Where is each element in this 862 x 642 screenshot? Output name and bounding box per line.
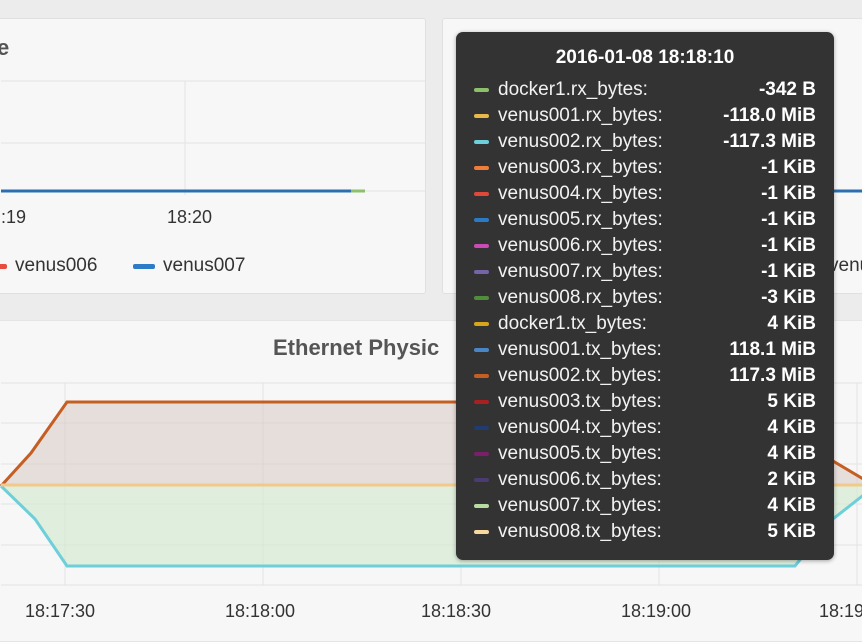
series-color-swatch [474, 530, 489, 534]
series-value: 117.3 MiB [729, 365, 816, 386]
series-color-swatch [474, 244, 489, 248]
series-value: -342 B [758, 79, 816, 100]
x-tick-label: 18:17:30 [25, 601, 96, 621]
tooltip-row: docker1.rx_bytes: -342 B [474, 77, 816, 103]
tooltip-timestamp: 2016-01-08 18:18:10 [555, 47, 735, 68]
legend-item-venus007[interactable]: venus007 [133, 255, 245, 277]
series-name: venus003.tx_bytes: [498, 391, 662, 412]
series-line-venus002-rx [0, 484, 862, 568]
series-color-swatch [474, 140, 489, 144]
top-left-chart-plot [1, 80, 425, 195]
series-name: venus004.rx_bytes: [498, 183, 663, 204]
series-color-swatch [474, 218, 489, 222]
top-left-chart-panel: e :19 18:20 venus006 venus007 [0, 18, 426, 294]
series-value: -117.3 MiB [723, 131, 816, 152]
tooltip-row: docker1.tx_bytes: 4 KiB [474, 311, 816, 337]
series-color-swatch [474, 166, 489, 170]
series-value: -1 KiB [761, 183, 816, 204]
series-name: venus002.tx_bytes: [498, 365, 662, 386]
x-tick-label: :19 [1, 207, 27, 227]
series-name: venus006.tx_bytes: [498, 469, 662, 490]
series-name: venus002.rx_bytes: [498, 131, 663, 152]
series-name: venus001.tx_bytes: [498, 339, 662, 360]
series-name: venus004.tx_bytes: [498, 417, 662, 438]
series-name: venus006.rx_bytes: [498, 235, 663, 256]
series-color-swatch [474, 322, 489, 326]
legend-swatch [0, 263, 7, 269]
tooltip-row: venus002.rx_bytes: -117.3 MiB [474, 129, 816, 155]
series-value: 4 KiB [767, 313, 816, 334]
chart-tooltip: 2016-01-08 18:18:10 docker1.rx_bytes: -34… [456, 32, 834, 560]
series-color-swatch [474, 426, 489, 430]
legend-item-venus006[interactable]: venus006 [0, 255, 97, 277]
series-color-swatch [474, 296, 489, 300]
series-value: -3 KiB [761, 287, 816, 308]
series-value: -1 KiB [761, 235, 816, 256]
series-value: 4 KiB [767, 495, 816, 516]
series-color-swatch [474, 192, 489, 196]
legend-label: venus006 [15, 255, 98, 276]
series-line-venus002-tx [0, 400, 862, 488]
tooltip-row: venus001.tx_bytes: 118.1 MiB [474, 337, 816, 363]
series-value: -1 KiB [761, 261, 816, 282]
series-color-swatch [474, 400, 489, 404]
tooltip-row: venus006.tx_bytes: 2 KiB [474, 467, 816, 493]
tooltip-row: venus006.rx_bytes: -1 KiB [474, 233, 816, 259]
tooltip-row: venus007.rx_bytes: -1 KiB [474, 259, 816, 285]
series-name: venus005.rx_bytes: [498, 209, 663, 230]
legend-label-fragment[interactable]: venu [829, 255, 862, 276]
x-tick-label: 18:18:00 [225, 601, 296, 621]
series-value: -1 KiB [761, 209, 816, 230]
tooltip-row: venus001.rx_bytes: -118.0 MiB [474, 103, 816, 129]
series-value: 2 KiB [767, 469, 816, 490]
x-tick-label: 18:18:30 [421, 601, 492, 621]
legend-swatch [133, 263, 155, 269]
series-name: venus003.rx_bytes: [498, 157, 663, 178]
legend-label: venus007 [163, 255, 246, 276]
tooltip-row: venus004.tx_bytes: 4 KiB [474, 415, 816, 441]
tooltip-row: venus008.rx_bytes: -3 KiB [474, 285, 816, 311]
series-value: -1 KiB [761, 157, 816, 178]
series-color-swatch [474, 452, 489, 456]
tooltip-row: venus005.tx_bytes: 4 KiB [474, 441, 816, 467]
series-color-swatch [474, 374, 489, 378]
series-name: venus001.rx_bytes: [498, 105, 663, 126]
series-color-swatch [474, 88, 489, 92]
tooltip-row: venus003.tx_bytes: 5 KiB [474, 389, 816, 415]
tooltip-row: venus004.rx_bytes: -1 KiB [474, 181, 816, 207]
panel-title-fragment: e [0, 35, 10, 60]
series-color-swatch [474, 348, 489, 352]
tooltip-row: venus003.rx_bytes: -1 KiB [474, 155, 816, 181]
series-value: 4 KiB [767, 417, 816, 438]
series-name: venus005.tx_bytes: [498, 443, 662, 464]
series-value: 5 KiB [767, 391, 816, 412]
x-tick-label: 18:19 [819, 601, 862, 621]
series-name: venus007.tx_bytes: [498, 495, 662, 516]
tooltip-row: venus007.tx_bytes: 4 KiB [474, 493, 816, 519]
series-value: 5 KiB [767, 521, 816, 542]
x-tick-label: 18:19:00 [621, 601, 692, 621]
series-value: 4 KiB [767, 443, 816, 464]
series-name: venus007.rx_bytes: [498, 261, 663, 282]
tooltip-row: venus005.rx_bytes: -1 KiB [474, 207, 816, 233]
tooltip-row: venus008.tx_bytes: 5 KiB [474, 519, 816, 545]
series-name: venus008.rx_bytes: [498, 287, 663, 308]
tooltip-row: venus002.tx_bytes: 117.3 MiB [474, 363, 816, 389]
series-color-swatch [474, 478, 489, 482]
x-tick-label: 18:20 [167, 207, 213, 227]
series-value: 118.1 MiB [729, 339, 816, 360]
series-name: venus008.tx_bytes: [498, 521, 662, 542]
series-color-swatch [474, 504, 489, 508]
series-color-swatch [474, 114, 489, 118]
chart-title: Ethernet Physic [273, 335, 440, 360]
series-value: -118.0 MiB [723, 105, 816, 126]
series-color-swatch [474, 270, 489, 274]
series-name: docker1.tx_bytes: [498, 313, 647, 334]
series-name: docker1.rx_bytes: [498, 79, 648, 100]
